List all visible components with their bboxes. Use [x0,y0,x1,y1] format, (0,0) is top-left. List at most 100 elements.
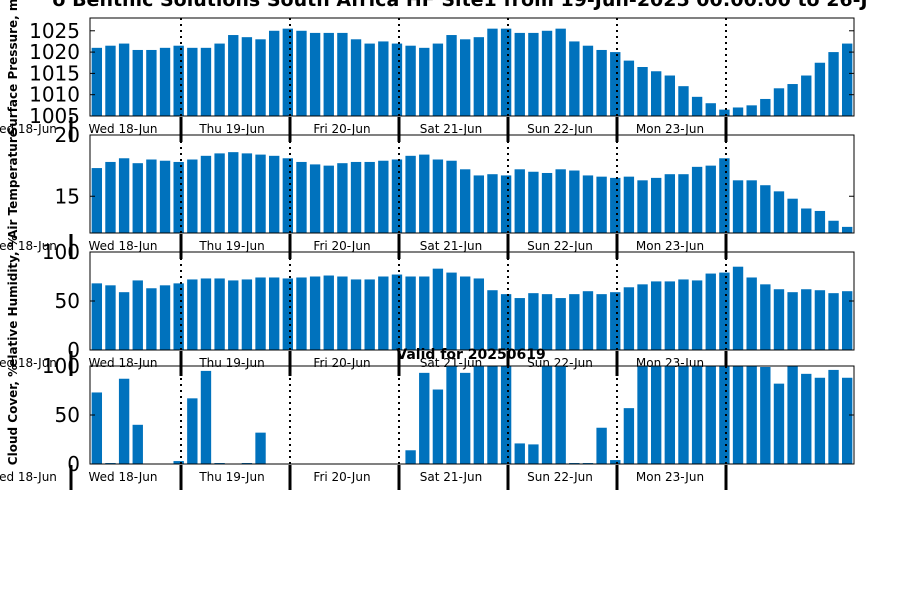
day-label: ed 18-Jun [0,356,57,370]
bar [732,266,744,350]
y-axis-label: Air Temperature [6,129,20,239]
bar [514,169,525,233]
bar [487,290,498,350]
bar [255,277,266,350]
bar [296,161,307,233]
bar [719,158,730,233]
bar [187,279,198,350]
bar [132,424,143,464]
bar [678,366,689,464]
bar [473,278,485,350]
bar [814,210,826,233]
bar [705,273,716,350]
bar [282,278,294,350]
bar [214,43,225,116]
bar [732,366,744,464]
bar [309,164,321,233]
axes-frame [89,134,855,234]
figure-title: o Benthic Solutions South Africa HF Site… [52,0,867,11]
bar [787,366,798,464]
bar [569,170,580,233]
bar [569,294,580,350]
chart-panel-2: ed 18-Jun Wed 18-Jun Thu 19-Jun Fri 20-Jun S… [0,123,855,259]
bar [323,32,334,116]
bar [814,290,826,350]
bar [91,168,103,233]
bar [691,366,703,464]
bar [159,160,171,233]
bar [378,41,389,116]
bar [719,109,730,116]
y-tick-label: 1005 [29,104,80,128]
panel-title: Valid for 20250619 [396,347,545,363]
bar [105,45,116,117]
bar [637,67,648,116]
bar [596,176,607,233]
bar [732,180,744,233]
bar [459,39,471,116]
bar [419,47,430,116]
day-label: Thu 19-Jun [198,470,264,484]
bar [391,43,403,116]
bar [841,226,853,234]
bar [419,372,430,464]
bar [705,165,716,234]
y-tick-label: 1020 [29,40,80,64]
bar [664,281,676,350]
bar [132,163,143,233]
bar [173,161,184,233]
bar [132,280,143,350]
bar [364,43,375,116]
day-label: ed 18-Jun [0,122,57,136]
bar [801,75,812,116]
bar [91,283,103,350]
bar [691,280,703,350]
bar [582,45,594,117]
bar [473,37,485,116]
bar [610,460,621,464]
bar [309,32,321,116]
day-label: Sat 21-Jun [420,122,483,136]
bar [678,279,689,350]
chart-panel-4: ed 18-Jun Wed 18-Jun Thu 19-Jun Fri 20-Jun S… [0,347,855,490]
bar [773,191,785,233]
day-label: Sat 21-Jun [420,470,483,484]
bar [405,155,416,233]
bar [555,169,566,233]
bar [569,41,580,116]
bar [200,278,212,350]
y-tick-label: 100 [42,354,80,378]
bar [828,293,839,350]
bar [746,366,757,464]
bar [296,30,307,117]
bar [610,177,621,234]
bar [337,276,348,350]
bar [364,161,375,233]
bar [118,43,130,116]
bar [746,105,757,116]
bar [146,49,157,116]
day-label: Mon 23-Jun [636,470,704,484]
bar [623,60,635,116]
bar [350,39,362,116]
bar [432,43,444,116]
bar [146,159,157,233]
bar [705,366,716,464]
bar [473,366,485,464]
bar [828,369,839,464]
bar [378,160,389,233]
bar [746,180,757,233]
bar [187,398,198,464]
bar [228,152,239,233]
day-label: Sun 22-Jun [527,239,593,253]
bar [459,276,471,350]
bar [187,47,198,116]
y-tick-label: 1025 [29,19,80,43]
y-tick-label: 50 [55,403,80,427]
bar [459,372,471,464]
day-label: Fri 20-Jun [313,356,370,370]
bar [541,366,553,464]
bar [514,443,525,464]
bar [309,276,321,350]
